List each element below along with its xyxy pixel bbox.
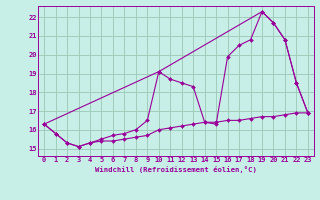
X-axis label: Windchill (Refroidissement éolien,°C): Windchill (Refroidissement éolien,°C) [95, 166, 257, 173]
